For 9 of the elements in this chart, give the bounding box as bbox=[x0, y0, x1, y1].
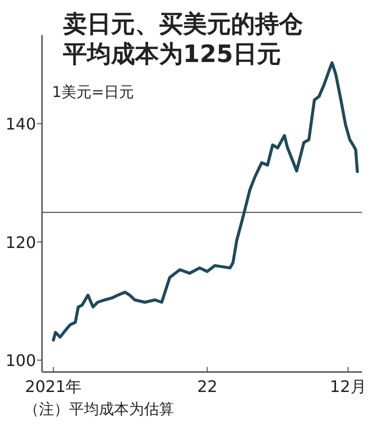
text: （注）平均成本为估算 bbox=[24, 400, 174, 418]
y-tick-label: 100 bbox=[5, 351, 36, 370]
x-tick-label: 22 bbox=[197, 377, 218, 396]
x-tick-label: 2021年 bbox=[25, 377, 82, 396]
x-tick-label: 12月 bbox=[330, 377, 366, 396]
y-axis-title: 1美元=日元 bbox=[52, 83, 134, 101]
chart-title: 卖日元、买美元的持仓平均成本为125日元 bbox=[62, 10, 304, 68]
y-tick-label: 140 bbox=[5, 114, 36, 134]
y-tick-label: 120 bbox=[5, 232, 36, 252]
